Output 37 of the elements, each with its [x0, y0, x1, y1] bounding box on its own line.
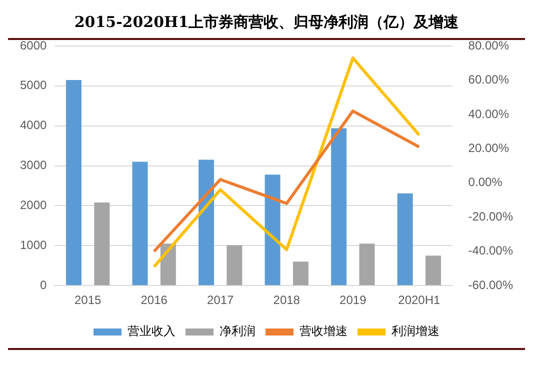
y2-tick-label: -60.00% [468, 278, 514, 292]
x-tick-label: 2017 [207, 293, 234, 308]
y-tick-label: 6000 [20, 38, 48, 52]
legend-label: 净利润 [220, 324, 256, 338]
bar [198, 160, 214, 286]
x-tick-label: 2019 [340, 293, 367, 308]
legend-label: 营业收入 [128, 324, 176, 338]
legend-label: 营收增速 [300, 324, 348, 338]
y-tick-label: 4000 [20, 118, 48, 132]
y2-tick-label: -20.00% [468, 209, 514, 224]
y2-tick-label: 60.00% [468, 72, 510, 87]
x-tick-label: 2016 [140, 293, 168, 308]
y-tick-label: 0 [40, 278, 48, 292]
legend-label: 利润增速 [392, 324, 440, 338]
y2-tick-label: 40.00% [468, 106, 510, 121]
bar [331, 128, 347, 286]
chart-title: 2015-2020H1上市券商营收、归母净利润（亿）及增速 [74, 12, 460, 31]
y2-tick-label: 20.00% [468, 141, 510, 155]
bar [226, 245, 242, 286]
bar [94, 202, 110, 286]
y2-tick-label: 0.00% [468, 175, 503, 190]
bar [426, 256, 441, 286]
bar [359, 244, 375, 286]
y-tick-label: 5000 [20, 78, 48, 92]
y-tick-label: 1000 [20, 238, 48, 252]
y-tick-label: 3000 [20, 158, 48, 172]
bar [264, 174, 280, 286]
bar [292, 262, 308, 286]
x-tick-label: 2020H1 [398, 293, 441, 308]
bar [66, 80, 82, 286]
bar [397, 193, 413, 286]
bar [132, 162, 148, 286]
y2-tick-label: 80.00% [468, 38, 510, 52]
y-tick-label: 2000 [20, 198, 48, 212]
x-tick-label: 2015 [74, 293, 102, 308]
x-tick-label: 2018 [273, 293, 300, 308]
y2-tick-label: -40.00% [468, 244, 514, 258]
